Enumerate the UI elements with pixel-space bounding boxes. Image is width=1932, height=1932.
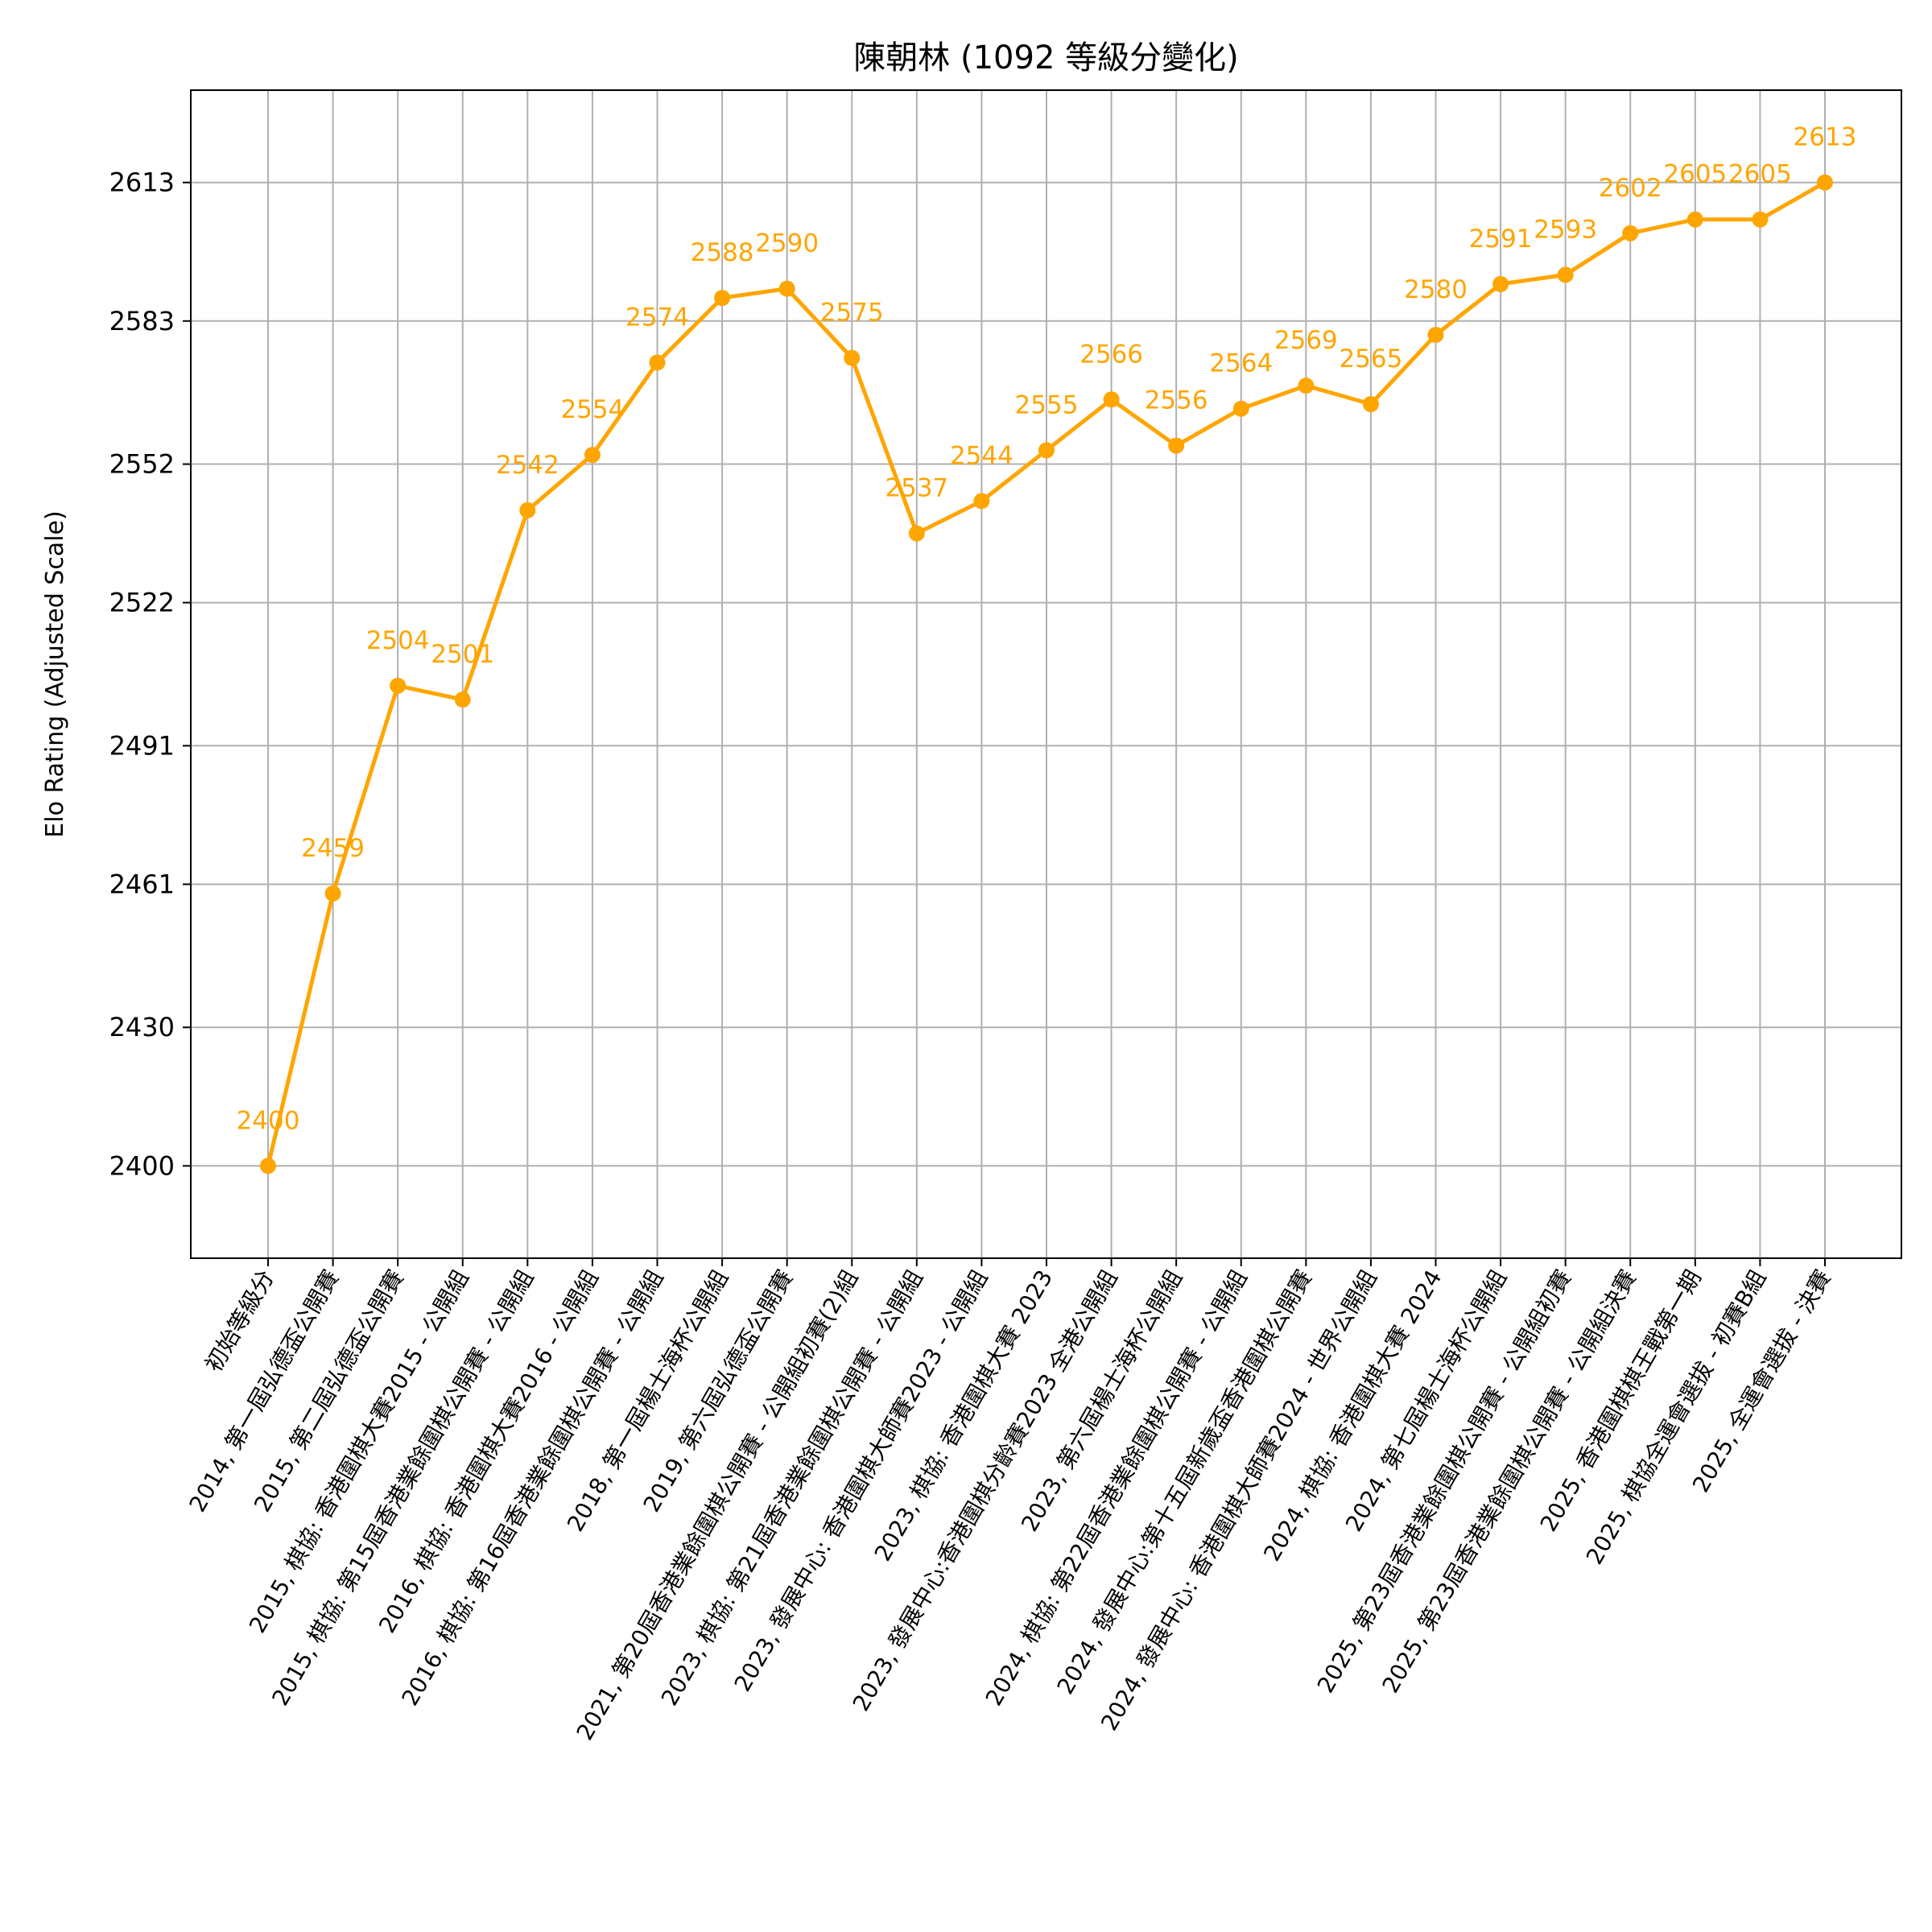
- chart-title: 陳朝林 (1092 等級分變化): [853, 39, 1238, 76]
- data-point: [1298, 378, 1315, 394]
- data-label: 2588: [691, 238, 754, 267]
- data-label: 2504: [366, 626, 430, 655]
- data-label: 2564: [1209, 349, 1273, 378]
- data-point: [1622, 225, 1639, 242]
- y-axis-ticks: 2400 2430 2461 2491 2522 2552 2583 2613: [109, 167, 191, 1181]
- data-label: 2580: [1404, 275, 1468, 304]
- series-rating: [260, 174, 1833, 1174]
- y-tick-label: 2400: [109, 1150, 175, 1181]
- data-point: [908, 525, 925, 542]
- data-point: [1686, 211, 1703, 228]
- data-point: [1038, 442, 1055, 459]
- data-point: [1168, 437, 1185, 454]
- data-point: [1752, 211, 1769, 228]
- data-label: 2555: [1015, 390, 1079, 419]
- data-point: [1492, 275, 1509, 292]
- data-point: [973, 493, 990, 510]
- data-point: [324, 885, 341, 902]
- data-point: [390, 677, 407, 694]
- y-tick-label: 2552: [109, 449, 175, 480]
- data-point: [519, 502, 536, 518]
- data-point: [584, 447, 601, 464]
- data-label: 2400: [237, 1106, 300, 1135]
- data-label: 2537: [885, 474, 948, 503]
- data-label: 2554: [560, 395, 624, 424]
- data-point: [1557, 266, 1574, 283]
- data-label: 2575: [820, 299, 884, 328]
- data-label: 2602: [1599, 174, 1662, 203]
- data-label: 2566: [1080, 340, 1143, 369]
- data-point: [260, 1158, 276, 1174]
- data-label: 2544: [950, 441, 1013, 470]
- y-tick-label: 2491: [109, 730, 175, 761]
- data-label: 2542: [496, 451, 559, 480]
- y-tick-label: 2430: [109, 1012, 175, 1042]
- data-label: 2590: [755, 229, 819, 258]
- data-label: 2605: [1663, 160, 1727, 189]
- plot-area-frame: [190, 89, 1902, 1259]
- data-label: 2593: [1534, 215, 1597, 244]
- data-point: [1362, 395, 1379, 412]
- data-point: [714, 290, 731, 307]
- y-tick-label: 2583: [109, 306, 175, 336]
- data-label: 2556: [1145, 386, 1208, 415]
- data-point: [778, 280, 795, 297]
- y-axis-label: Elo Rating (Adjusted Scale): [41, 510, 69, 837]
- data-label: 2613: [1794, 123, 1857, 152]
- grid-lines: [191, 90, 1901, 1258]
- data-point: [454, 691, 471, 708]
- y-tick-label: 2613: [109, 167, 175, 198]
- data-label: 2565: [1339, 345, 1402, 374]
- data-label: 2569: [1274, 326, 1338, 355]
- data-point: [1232, 400, 1249, 417]
- data-label: 2501: [431, 640, 494, 669]
- data-point: [844, 349, 861, 366]
- data-label: 2605: [1728, 160, 1792, 189]
- data-label: 2591: [1469, 225, 1533, 254]
- data-point: [1103, 391, 1120, 408]
- y-tick-label: 2461: [109, 869, 175, 899]
- data-label: 2459: [301, 834, 365, 863]
- y-tick-label: 2522: [109, 588, 175, 618]
- data-point: [1427, 326, 1444, 343]
- data-label: 2574: [625, 303, 689, 332]
- data-point: [649, 354, 666, 371]
- data-point: [1817, 174, 1833, 191]
